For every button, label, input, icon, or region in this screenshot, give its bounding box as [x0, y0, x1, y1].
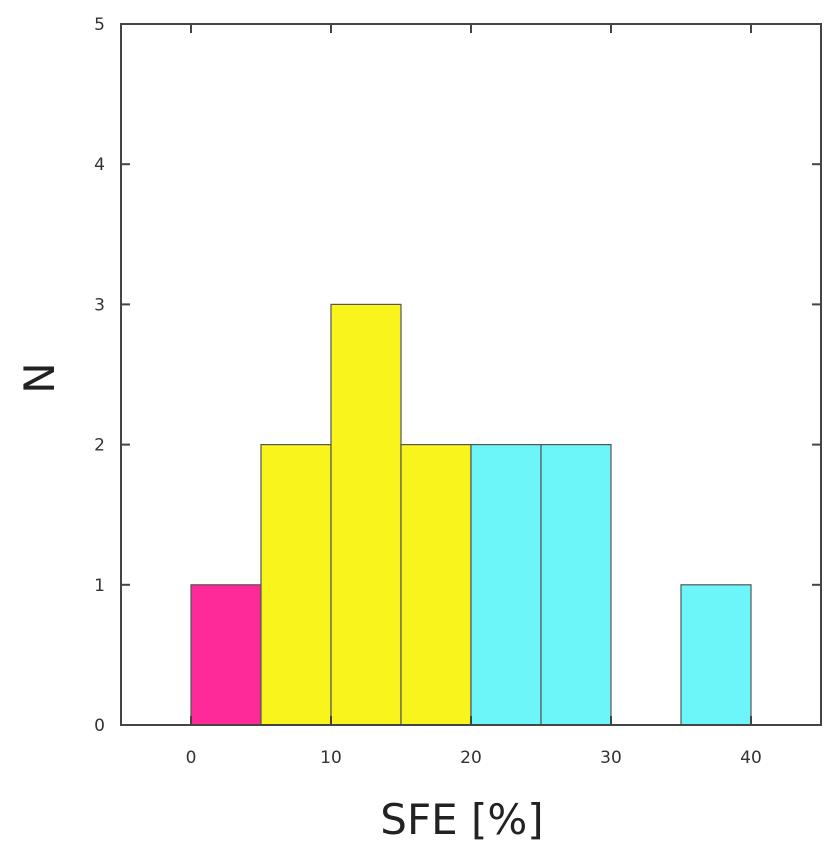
- y-tick-label: 5: [94, 15, 105, 35]
- y-tick-label: 2: [94, 436, 105, 456]
- histogram-bar-s1-b1: [330, 303, 402, 726]
- x-tick-label: 30: [600, 748, 622, 768]
- y-tick-label: 4: [94, 155, 105, 175]
- y-axis-title: N: [15, 362, 64, 393]
- x-axis-title: SFE [%]: [380, 795, 543, 844]
- histogram-bar-s2-b1: [540, 444, 612, 726]
- histogram-bars: [190, 303, 752, 726]
- tick-labels: 0 1 2 3 4 5 0 10 20 30 40: [94, 15, 762, 768]
- histogram-bar-s2-b2: [680, 584, 752, 726]
- x-tick-label: 40: [740, 748, 762, 768]
- y-tick-label: 1: [94, 576, 105, 596]
- y-tick-label: 3: [94, 295, 105, 315]
- x-tick-label: 20: [460, 748, 482, 768]
- y-tick-label: 0: [94, 716, 105, 736]
- histogram-bar-s2-b0: [470, 444, 542, 726]
- axis-ticks: [121, 23, 821, 726]
- x-tick-label: 10: [320, 748, 342, 768]
- histogram-bar-s1-b2: [400, 444, 472, 726]
- histogram-bar-s1-b0: [260, 444, 332, 726]
- x-tick-label: 0: [186, 748, 197, 768]
- histogram-bar-s0-b0: [190, 584, 262, 726]
